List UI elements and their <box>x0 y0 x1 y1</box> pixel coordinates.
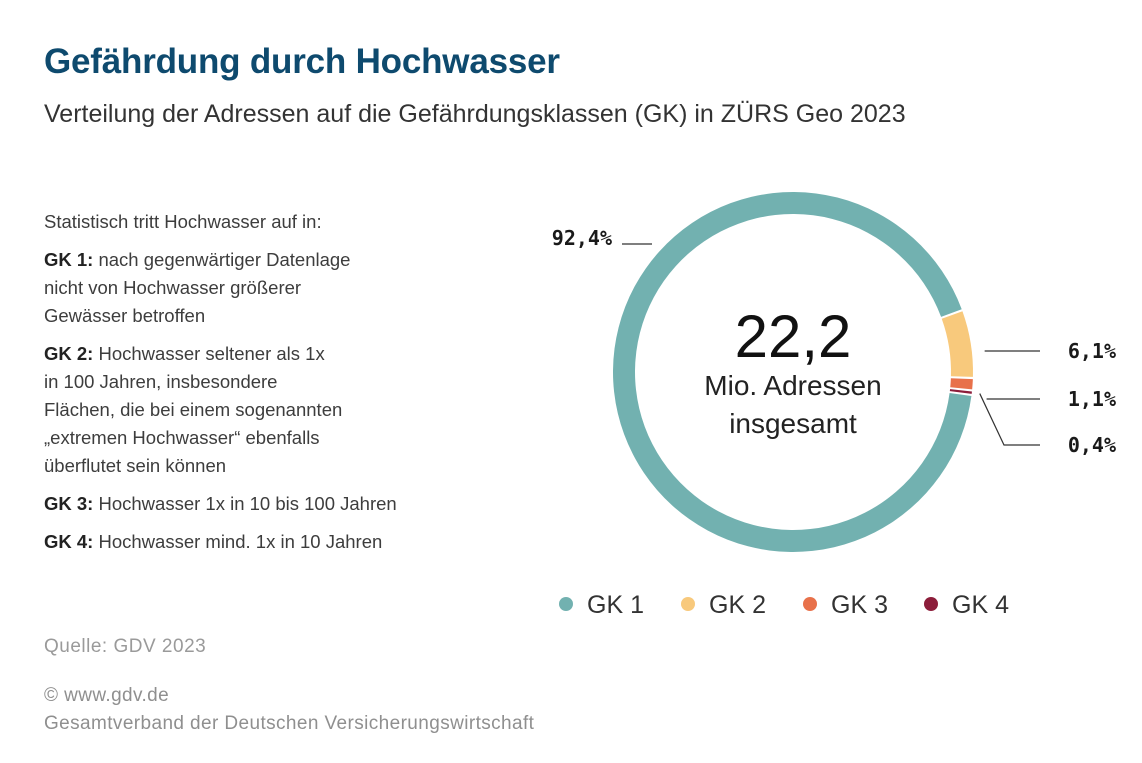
leader-lines <box>622 243 1040 446</box>
legend-label: GK 3 <box>831 591 888 619</box>
legend-swatch <box>681 597 695 611</box>
explanation-gk1: GK 1: nach gegenwärtiger Datenlage nicht… <box>44 246 464 330</box>
legend-label: GK 4 <box>952 591 1009 619</box>
explanation-line: Hochwasser 1x in 10 bis 100 Jahren <box>98 493 397 514</box>
chart-title: Gefährdung durch Hochwasser <box>44 42 560 81</box>
center-line: Mio. Adressen <box>704 370 881 401</box>
center-label: 22,2 Mio. Adressen insgesamt <box>704 303 881 439</box>
explanation-line: Hochwasser mind. 1x in 10 Jahren <box>98 531 383 552</box>
slice-value-label: 1,1% <box>1068 387 1116 411</box>
source-note: Quelle: GDV 2023 <box>44 636 207 657</box>
legend-swatch <box>924 597 938 611</box>
explanation-key: GK 1: <box>44 249 94 270</box>
slice-gk4 <box>949 389 972 394</box>
explanation-line: „extremen Hochwasser“ ebenfalls <box>44 427 320 448</box>
explanation-gk2: GK 2: Hochwasser seltener als 1x in 100 … <box>44 340 464 480</box>
chart-subtitle: Verteilung der Adressen auf die Gefährdu… <box>44 100 906 128</box>
slice-labels: 92,4% 6,1% 1,1% 0,4% <box>552 226 1116 457</box>
legend-swatch <box>803 597 817 611</box>
explanation-line: in 100 Jahren, insbesondere <box>44 371 278 392</box>
donut-slices <box>613 191 973 552</box>
copyright-link: © www.gdv.de <box>44 685 170 706</box>
leader-line <box>979 393 1040 446</box>
center-line: insgesamt <box>729 408 857 439</box>
explanation-panel: Statistisch tritt Hochwasser auf in: GK … <box>44 208 464 566</box>
explanation-line: Flächen, die bei einem sogenannten <box>44 399 343 420</box>
legend: GK 1 GK 2 GK 3 GK 4 <box>559 591 1009 619</box>
explanation-line: überflutet sein können <box>44 455 227 476</box>
slice-gk3 <box>950 378 973 390</box>
explanation-key: GK 4: <box>44 531 94 552</box>
explanation-key: GK 2: <box>44 343 94 364</box>
explanation-line: Hochwasser seltener als 1x <box>98 343 325 364</box>
explanation-line: Gewässer betroffen <box>44 305 206 326</box>
slice-value-label: 0,4% <box>1068 433 1116 457</box>
explanation-gk3: GK 3: Hochwasser 1x in 10 bis 100 Jahren <box>44 490 464 518</box>
organization-name: Gesamtverband der Deutschen Versicherung… <box>44 713 535 734</box>
legend-swatch <box>559 597 573 611</box>
legend-label: GK 1 <box>587 591 644 619</box>
explanation-gk4: GK 4: Hochwasser mind. 1x in 10 Jahren <box>44 528 464 556</box>
explanation-line: nach gegenwärtiger Datenlage <box>98 249 351 270</box>
slice-gk2 <box>941 311 973 377</box>
legend-label: GK 2 <box>709 591 766 619</box>
explanation-line: nicht von Hochwasser größerer <box>44 277 302 298</box>
explanation-key: GK 3: <box>44 493 94 514</box>
slice-value-label: 6,1% <box>1068 339 1116 363</box>
explanation-intro: Statistisch tritt Hochwasser auf in: <box>44 211 322 232</box>
center-value: 22,2 <box>735 303 852 370</box>
slice-value-label: 92,4% <box>552 226 612 250</box>
